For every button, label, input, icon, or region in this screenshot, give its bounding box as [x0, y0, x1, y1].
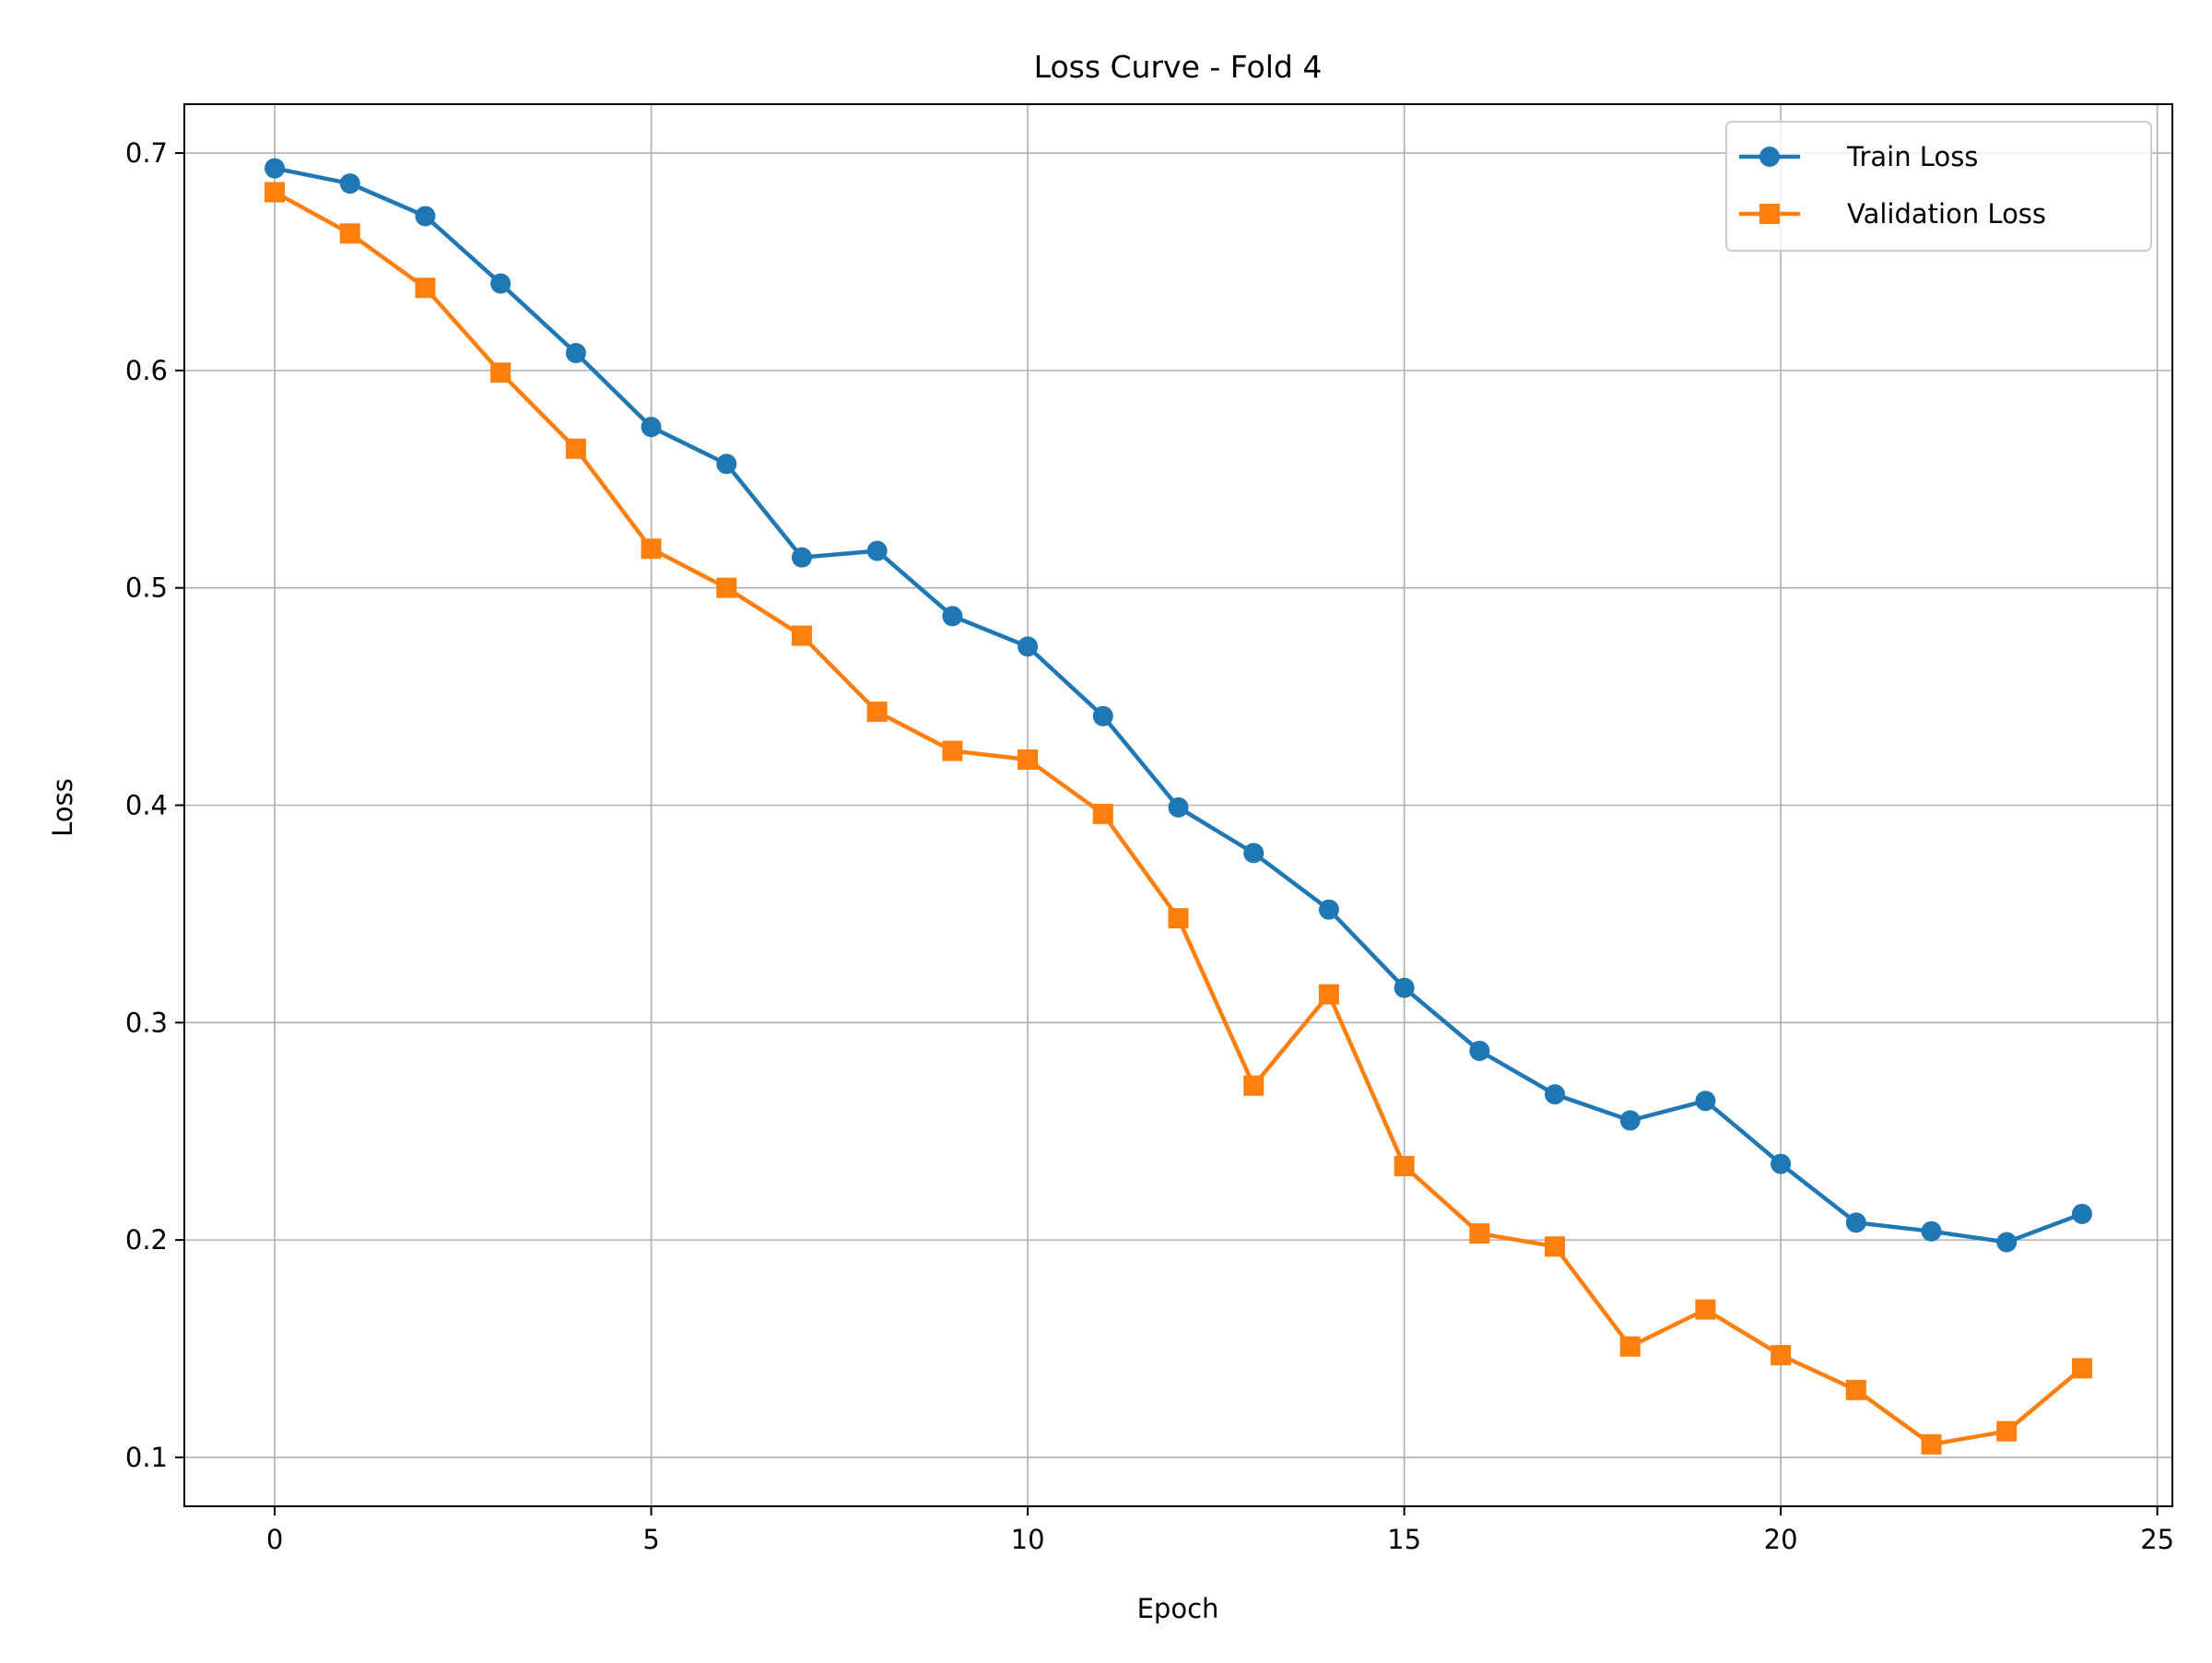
train-loss-point: [1318, 899, 1339, 920]
train-loss-point: [1394, 977, 1415, 998]
validation-loss-point: [415, 277, 436, 299]
validation-loss-point: [866, 702, 888, 723]
y-tick-label: 0.2: [125, 1224, 168, 1256]
y-axis-label: Loss: [47, 778, 78, 837]
train-loss-point: [1092, 705, 1113, 726]
train-loss-point: [791, 547, 812, 568]
tick-layer: 0 5 10 15 20 25 0.1 0.2 0.3 0.4 0.5 0.6 0.7: [125, 137, 2174, 1555]
validation-loss-point: [490, 362, 512, 383]
train-loss-point: [1921, 1221, 1942, 1242]
validation-loss-point: [641, 538, 662, 560]
legend-marker-validation: [1759, 204, 1780, 224]
series-validation-loss: [265, 182, 2092, 1455]
validation-loss-point: [716, 577, 737, 598]
validation-loss-point: [1168, 908, 1189, 929]
chart-title: Loss Curve - Fold 4: [1034, 49, 1323, 85]
x-tick-label: 15: [1387, 1524, 1421, 1555]
train-loss-point: [1168, 796, 1189, 818]
train-loss-point: [2071, 1203, 2092, 1224]
validation-loss-point: [942, 740, 963, 761]
train-loss-point: [339, 173, 360, 195]
train-loss-point: [1996, 1232, 2018, 1253]
train-loss-point: [565, 343, 586, 364]
train-loss-point: [1771, 1153, 1792, 1174]
y-tick-label: 0.7: [125, 137, 168, 169]
x-axis-label: Epoch: [1137, 1593, 1219, 1624]
train-loss-point: [641, 417, 662, 438]
validation-loss-point: [1771, 1345, 1792, 1366]
y-tick-label: 0.3: [125, 1007, 168, 1038]
train-loss-point: [1545, 1084, 1566, 1105]
legend-label-validation: Validation Loss: [1847, 198, 2046, 230]
train-loss-point: [1469, 1040, 1490, 1061]
validation-loss-point: [1996, 1421, 2018, 1442]
train-loss-point: [1695, 1091, 1716, 1112]
validation-loss-point: [265, 182, 286, 203]
train-loss-point: [942, 606, 963, 627]
validation-loss-point: [1394, 1155, 1415, 1176]
train-loss-point: [1845, 1212, 1866, 1233]
validation-loss-point: [1921, 1433, 1942, 1455]
x-tick-label: 20: [1764, 1524, 1798, 1555]
train-loss-point: [866, 540, 888, 561]
validation-loss-point: [2071, 1358, 2092, 1379]
train-loss-point: [490, 273, 512, 294]
legend-label-train: Train Loss: [1846, 141, 1978, 172]
x-tick-label: 10: [1011, 1524, 1045, 1555]
train-loss-point: [716, 454, 737, 475]
y-tick-label: 0.1: [125, 1442, 168, 1473]
validation-loss-point: [1018, 749, 1039, 770]
legend: Train Loss Validation Loss: [1725, 121, 2152, 252]
train-loss-point: [415, 206, 436, 227]
series-layer: [265, 158, 2092, 1455]
validation-loss-point: [339, 223, 360, 244]
validation-loss-point: [565, 438, 586, 459]
legend-marker-train: [1759, 147, 1780, 167]
validation-loss-point: [1845, 1379, 1866, 1400]
validation-loss-point: [1469, 1223, 1490, 1244]
y-tick-label: 0.5: [125, 572, 168, 604]
validation-loss-point: [1092, 803, 1113, 824]
validation-loss-point: [1545, 1236, 1566, 1257]
train-loss-point: [1243, 843, 1265, 864]
train-loss-point: [1018, 636, 1039, 657]
train-loss-point: [265, 158, 286, 179]
validation-loss-point: [791, 625, 812, 646]
train-loss-point: [1619, 1110, 1641, 1131]
x-tick-label: 0: [266, 1524, 283, 1555]
x-tick-label: 25: [2140, 1524, 2174, 1555]
legend-box: [1725, 121, 2152, 252]
validation-loss-point: [1695, 1299, 1716, 1320]
x-tick-label: 5: [642, 1524, 659, 1555]
y-tick-label: 0.4: [125, 790, 168, 821]
y-tick-label: 0.6: [125, 355, 168, 386]
series-train-loss: [265, 158, 2092, 1253]
validation-loss-point: [1243, 1075, 1265, 1096]
validation-loss-point: [1318, 984, 1339, 1005]
validation-loss-point: [1619, 1336, 1641, 1357]
